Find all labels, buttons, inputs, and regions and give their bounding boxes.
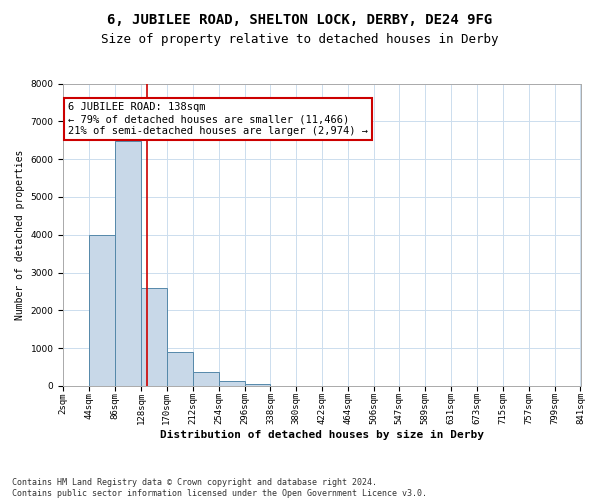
Bar bbox=[218, 382, 245, 386]
X-axis label: Distribution of detached houses by size in Derby: Distribution of detached houses by size … bbox=[160, 430, 484, 440]
Bar bbox=[167, 352, 193, 386]
Bar bbox=[141, 288, 167, 386]
Bar bbox=[89, 236, 115, 386]
Text: 6 JUBILEE ROAD: 138sqm
← 79% of detached houses are smaller (11,466)
21% of semi: 6 JUBILEE ROAD: 138sqm ← 79% of detached… bbox=[68, 102, 368, 136]
Bar bbox=[193, 372, 218, 386]
Text: Contains HM Land Registry data © Crown copyright and database right 2024.
Contai: Contains HM Land Registry data © Crown c… bbox=[12, 478, 427, 498]
Y-axis label: Number of detached properties: Number of detached properties bbox=[15, 150, 25, 320]
Bar bbox=[115, 141, 141, 386]
Text: 6, JUBILEE ROAD, SHELTON LOCK, DERBY, DE24 9FG: 6, JUBILEE ROAD, SHELTON LOCK, DERBY, DE… bbox=[107, 12, 493, 26]
Bar bbox=[245, 384, 271, 386]
Text: Size of property relative to detached houses in Derby: Size of property relative to detached ho… bbox=[101, 32, 499, 46]
